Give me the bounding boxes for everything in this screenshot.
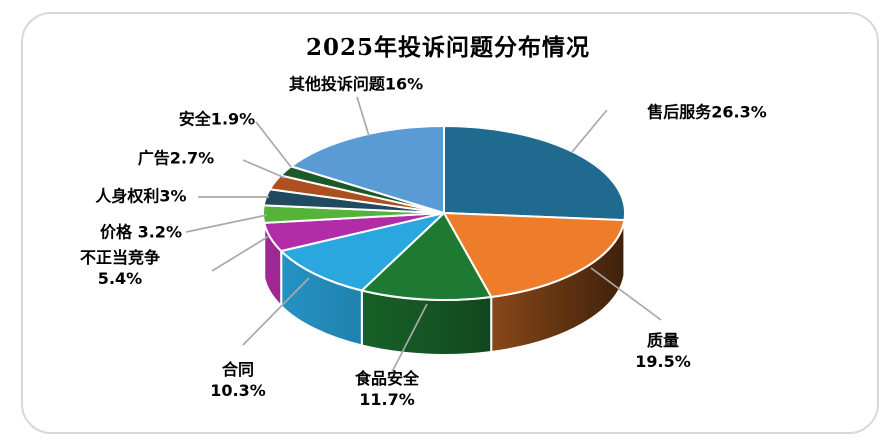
leader-line-其他投诉问题: [356, 96, 370, 137]
leader-line-价格: [185, 214, 268, 233]
leader-line-合同: [242, 277, 310, 346]
leader-line-安全: [255, 121, 292, 168]
pie-slice-售后服务: [443, 125, 626, 222]
pie-slice-质量: [443, 212, 626, 298]
leader-line-售后服务: [571, 109, 608, 153]
pie-slice-其他投诉问题: [290, 125, 445, 214]
chart-title: 2025年投诉问题分布情况: [305, 34, 590, 61]
leader-line-食品安全: [390, 303, 428, 375]
leader-line-质量: [590, 267, 662, 321]
pie-slice-合同: [280, 212, 445, 292]
leader-line-不正当竞争: [211, 235, 270, 272]
leader-line-广告: [242, 159, 286, 179]
pie-slice-食品安全: [360, 212, 493, 301]
